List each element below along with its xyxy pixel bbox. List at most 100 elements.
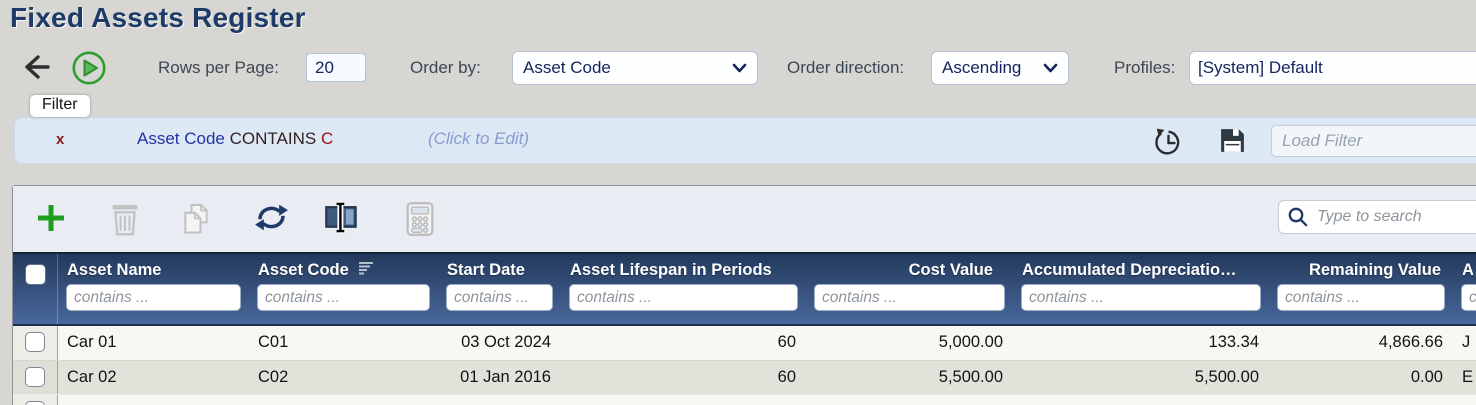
filter-save-button[interactable] xyxy=(1218,126,1247,160)
column-filter-input[interactable] xyxy=(446,284,553,311)
refresh-icon xyxy=(255,204,288,231)
column-asset-lifespan[interactable]: Asset Lifespan in Periods xyxy=(561,254,806,324)
columns-rename-icon xyxy=(325,200,357,235)
play-icon xyxy=(72,51,106,85)
grid-toolbar xyxy=(13,186,1476,252)
edit-columns-button[interactable] xyxy=(323,200,360,239)
column-asset-code[interactable]: Asset Code xyxy=(249,254,438,324)
calculator-icon xyxy=(406,202,434,236)
column-label: A xyxy=(1462,261,1474,279)
chevron-down-icon xyxy=(1043,63,1058,73)
row-select-cell xyxy=(13,361,58,394)
order-direction-value: Ascending xyxy=(942,58,1022,77)
order-direction-select[interactable]: Ascending xyxy=(931,51,1069,85)
column-label: Asset Code xyxy=(249,261,438,280)
search-icon xyxy=(1288,207,1308,227)
profiles-label: Profiles: xyxy=(1114,58,1176,77)
row-checkbox[interactable] xyxy=(25,401,45,405)
chevron-down-icon xyxy=(732,63,747,73)
assets-grid: Asset Name Asset Code Start Date xyxy=(12,185,1476,405)
column-label: Start Date xyxy=(447,261,525,279)
row-select-cell xyxy=(13,326,58,360)
column-filter-input[interactable] xyxy=(1021,284,1261,311)
order-by-value: Asset Code xyxy=(523,58,611,77)
column-remaining-value[interactable]: Remaining Value xyxy=(1269,254,1453,324)
table-row[interactable]: Car 01 C01 03 Oct 2024 60 5,000.00 133.3… xyxy=(13,326,1476,360)
cell-remaining-value: 0.00 xyxy=(1410,368,1443,386)
column-filter-input[interactable] xyxy=(1461,284,1476,311)
column-filter-input[interactable] xyxy=(814,284,1005,311)
column-label: Asset Lifespan in Periods xyxy=(570,261,772,279)
grid-search-input[interactable] xyxy=(1315,207,1476,227)
column-truncated[interactable]: A xyxy=(1453,254,1476,324)
column-label: Remaining Value xyxy=(1308,261,1441,279)
cell-remaining-value: 4,866.66 xyxy=(1378,333,1443,351)
save-floppy-icon xyxy=(1221,129,1244,152)
back-arrow-icon[interactable] xyxy=(18,50,52,89)
column-accumulated-depreciation[interactable]: Accumulated Depreciatio… xyxy=(1013,254,1269,324)
history-icon xyxy=(1155,128,1180,155)
cell-lifespan: 60 xyxy=(777,333,796,351)
filter-expression[interactable]: Asset Code CONTAINS C xyxy=(137,129,333,149)
filter-bar: x Asset Code CONTAINS C (Click to Edit) xyxy=(14,117,1476,164)
column-filter-input[interactable] xyxy=(66,284,241,311)
trash-icon xyxy=(112,204,138,236)
order-by-label: Order by: xyxy=(410,58,481,77)
filter-operator: CONTAINS xyxy=(229,129,317,148)
order-by-select[interactable]: Asset Code xyxy=(512,51,758,85)
copy-pages-icon xyxy=(184,203,208,234)
rows-per-page-label: Rows per Page: xyxy=(158,58,279,77)
sort-ascending-icon xyxy=(358,261,374,280)
profiles-input[interactable] xyxy=(1189,51,1476,85)
add-record-button[interactable] xyxy=(34,201,68,240)
column-filter-input[interactable] xyxy=(1277,284,1445,311)
filter-field: Asset Code xyxy=(137,129,225,148)
table-header: Asset Name Asset Code Start Date xyxy=(13,252,1476,326)
column-cost-value[interactable]: Cost Value xyxy=(806,254,1013,324)
column-asset-name[interactable]: Asset Name xyxy=(58,254,249,324)
delete-record-button[interactable] xyxy=(108,201,142,242)
cell-asset-code: C01 xyxy=(258,333,289,351)
refresh-button[interactable] xyxy=(254,201,289,239)
cell-cost-value: 5,000.00 xyxy=(938,333,1003,351)
column-label: Asset Name xyxy=(67,261,162,279)
column-label: Cost Value xyxy=(908,261,993,279)
filter-value: C xyxy=(320,129,334,148)
calculator-button[interactable] xyxy=(404,201,436,242)
filter-remove-button[interactable]: x xyxy=(56,131,65,148)
run-button[interactable] xyxy=(71,50,107,91)
column-label: Accumulated Depreciatio… xyxy=(1022,261,1237,279)
column-filter-input[interactable] xyxy=(257,284,430,311)
cell-truncated: E xyxy=(1462,368,1474,386)
row-select-cell xyxy=(13,395,58,405)
grid-search[interactable] xyxy=(1278,200,1476,234)
cell-asset-name: Car 02 xyxy=(67,368,117,386)
cell-truncated: J xyxy=(1462,333,1471,351)
back-arrow-glyph xyxy=(25,55,50,79)
cell-lifespan: 60 xyxy=(777,368,796,386)
cell-start-date: 01 Jan 2016 xyxy=(460,368,551,386)
cell-asset-code: C02 xyxy=(258,368,289,386)
filter-click-to-edit[interactable]: (Click to Edit) xyxy=(428,129,530,148)
page-title: Fixed Assets Register xyxy=(10,2,306,33)
column-start-date[interactable]: Start Date xyxy=(438,254,561,324)
filter-history-button[interactable] xyxy=(1153,126,1184,162)
select-all-cell xyxy=(13,254,58,324)
cell-accumulated-depreciation: 133.34 xyxy=(1208,333,1259,351)
table-row[interactable]: Car 02 C02 01 Jan 2016 60 5,500.00 5,500… xyxy=(13,360,1476,394)
row-checkbox[interactable] xyxy=(25,367,45,387)
row-checkbox[interactable] xyxy=(25,332,45,352)
load-filter-input[interactable] xyxy=(1271,125,1476,157)
cell-asset-name: Car 01 xyxy=(67,333,117,351)
order-direction-label: Order direction: xyxy=(787,58,905,77)
cell-cost-value: 5,500.00 xyxy=(938,368,1003,386)
column-filter-input[interactable] xyxy=(569,284,798,311)
rows-per-page-input[interactable] xyxy=(306,53,366,82)
table-row-partial[interactable] xyxy=(13,394,1476,405)
copy-record-button[interactable] xyxy=(179,201,213,242)
cell-start-date: 03 Oct 2024 xyxy=(461,333,551,351)
filter-tab-label: Filter xyxy=(30,95,90,117)
select-all-checkbox[interactable] xyxy=(24,264,46,285)
plus-icon xyxy=(38,205,64,231)
cell-accumulated-depreciation: 5,500.00 xyxy=(1194,368,1259,386)
